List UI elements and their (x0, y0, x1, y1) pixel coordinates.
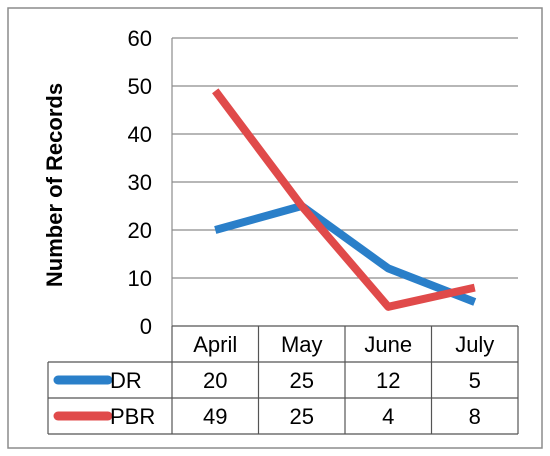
table-value: 25 (290, 404, 314, 429)
y-tick-label: 40 (128, 122, 152, 147)
y-tick-labels: 0 10 20 30 40 50 60 (128, 26, 152, 339)
table-value: 5 (469, 368, 481, 393)
y-tick-label: 20 (128, 218, 152, 243)
x-category-label: May (281, 332, 323, 357)
series-line-dr (214, 202, 477, 306)
legend-label: DR (110, 368, 142, 393)
y-tick-label: 0 (140, 314, 152, 339)
table-value: 4 (382, 404, 394, 429)
table-value: 25 (290, 368, 314, 393)
y-axis-title: Number of Records (42, 83, 67, 287)
series-line-pbr (212, 88, 476, 311)
x-category-label: July (455, 332, 494, 357)
x-category-label: June (364, 332, 412, 357)
series-lines (212, 88, 477, 311)
table-value: 20 (203, 368, 227, 393)
table-value: 12 (376, 368, 400, 393)
chart-frame (7, 7, 543, 449)
data-table: April May June July DR 20 25 12 5 PBR 49 25 4 8 (47, 325, 519, 435)
y-tick-label: 30 (128, 170, 152, 195)
table-value: 8 (469, 404, 481, 429)
y-tick-label: 10 (128, 266, 152, 291)
y-tick-label: 50 (128, 74, 152, 99)
legend-label: PBR (110, 404, 155, 429)
table-value: 49 (203, 404, 227, 429)
x-category-label: April (193, 332, 237, 357)
y-tick-label: 60 (128, 26, 152, 51)
